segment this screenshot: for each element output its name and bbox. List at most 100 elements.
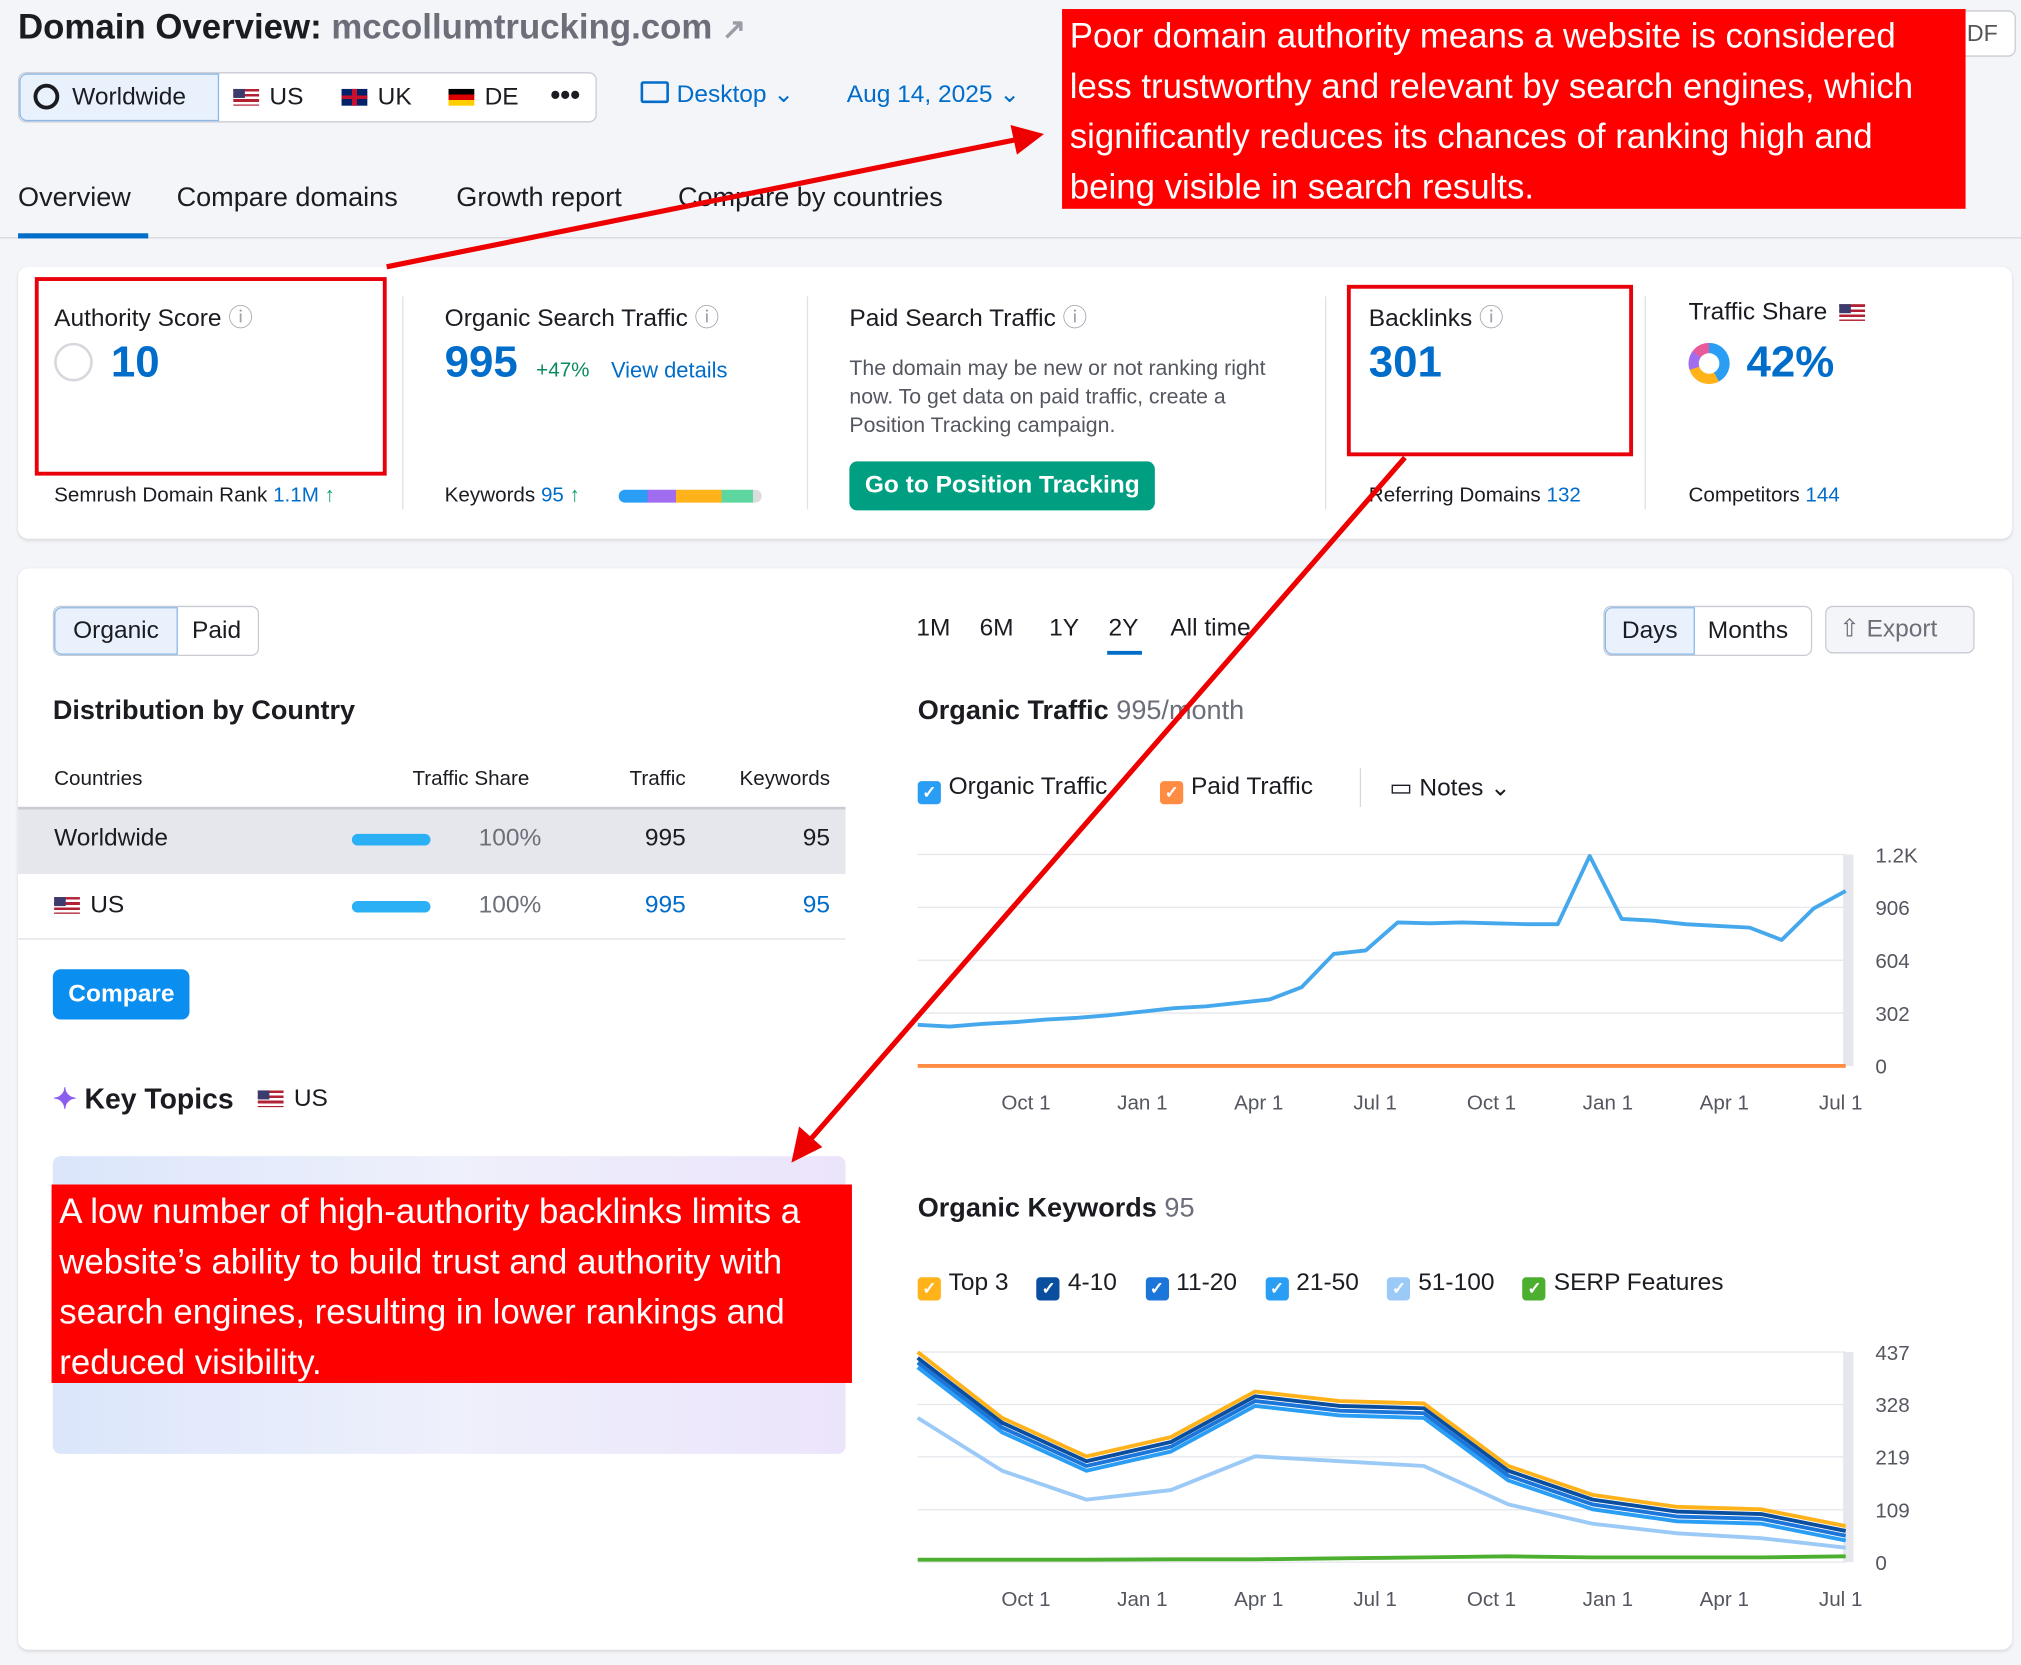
x-tick-label: Jan 1 [1117, 1092, 1167, 1115]
x-tick-label: Jan 1 [1583, 1092, 1633, 1115]
keywords[interactable]: 95 [802, 891, 831, 919]
view-details-link[interactable]: View details [610, 358, 728, 383]
date-select[interactable]: Aug 14, 2025 ⌄ [846, 81, 1020, 109]
tab-uk[interactable]: UK [341, 73, 412, 121]
share: 100% [478, 824, 542, 852]
organic-value[interactable]: 995 [444, 337, 518, 387]
keywords: 95 [802, 824, 831, 852]
country: US [54, 892, 124, 920]
label: Authority Score [54, 305, 222, 333]
checkbox: ✓ [1387, 1277, 1411, 1301]
nav-active-indicator [18, 233, 149, 239]
row-worldwide [18, 806, 846, 874]
column-header: Traffic Share [412, 768, 530, 791]
tab-worldwide[interactable]: Worldwide [19, 73, 220, 122]
x-tick-label: Apr 1 [1700, 1092, 1749, 1115]
value[interactable]: 1.1M [273, 484, 319, 507]
backlinks-value[interactable]: 301 [1368, 337, 1442, 387]
info-icon[interactable]: ⓘ [228, 305, 253, 333]
period-1y[interactable]: 1Y [1049, 614, 1080, 642]
legend-item[interactable]: ✓ Organic Traffic [917, 773, 1107, 805]
checkbox: ✓ [1145, 1277, 1169, 1301]
info-icon[interactable]: ⓘ [1479, 305, 1504, 333]
nav-compare-domains[interactable]: Compare domains [176, 183, 398, 213]
paid-label: Paid Search Traffic ⓘ [849, 299, 1087, 334]
arrowhead [791, 1126, 823, 1163]
legend-item[interactable]: ✓ Paid Traffic [1160, 773, 1313, 805]
nav-growth-report[interactable]: Growth report [456, 183, 622, 213]
traffic[interactable]: 995 [644, 891, 686, 919]
organic-paid-toggle: Organic Paid [52, 605, 260, 657]
referring-domains: Referring Domains 132 [1369, 485, 1581, 508]
toggle-paid[interactable]: Paid [192, 617, 242, 645]
label: Semrush Domain Rank [54, 484, 268, 507]
annotation: Poor domain authority means a website is… [1062, 9, 1966, 209]
label: Paid Search Traffic [849, 305, 1056, 333]
checkbox: ✓ [1522, 1277, 1547, 1301]
flag [233, 88, 260, 106]
external-link-icon[interactable]: ↗ [722, 12, 746, 46]
title: Organic Traffic [917, 696, 1109, 726]
legend-item[interactable]: ✓ 4-10 [1036, 1270, 1117, 1301]
annotation: A low number of high-authority backlinks… [51, 1184, 852, 1383]
checkbox: ✓ [1036, 1277, 1061, 1301]
x-tick-label: Jul 1 [1353, 1588, 1397, 1611]
arrow [386, 136, 1019, 270]
plot-edge [1843, 854, 1854, 1066]
series-line [917, 854, 1847, 1029]
info-icon[interactable]: ⓘ [1062, 305, 1088, 333]
period-1m[interactable]: 1M [916, 614, 951, 642]
toggle-organic[interactable]: Organic [54, 607, 178, 655]
legend-item[interactable]: ✓ Top 3 [917, 1269, 1009, 1301]
domain[interactable]: mccollumtrucking.com [331, 7, 713, 47]
traffic-chart: 0 302 604 906 1.2K Oct 1 Jan 1 Apr 1 Jul 1 Oct 1 J… [917, 844, 1918, 1115]
more-button[interactable]: ••• [550, 78, 581, 111]
legend-label: 21-50 [1296, 1269, 1359, 1297]
traffic-share-value: 42% [1746, 337, 1835, 387]
days[interactable]: Days [1604, 607, 1695, 655]
value[interactable]: 95 [540, 484, 564, 507]
highlight-box [1346, 284, 1634, 457]
organic-label: Organic Search Traffic ⓘ [445, 299, 720, 334]
export-button[interactable]: ⇧ Export [1825, 605, 1975, 654]
authority-value: 10 [110, 337, 160, 387]
value[interactable]: 144 [1805, 484, 1840, 507]
monitor-icon [640, 81, 669, 104]
x-tick-label: Apr 1 [1700, 1588, 1749, 1611]
months[interactable]: Months [1707, 617, 1789, 645]
y-tick-label: 0 [1875, 1056, 1886, 1079]
info-icon[interactable]: ⓘ [694, 305, 720, 333]
x-tick-label: Jan 1 [1583, 1588, 1633, 1611]
notes-button[interactable]: ▭ Notes ⌄ [1389, 774, 1511, 802]
period-all[interactable]: All time [1170, 614, 1251, 642]
legend-item[interactable]: ✓ 11-20 [1145, 1270, 1237, 1301]
legend-item[interactable]: ✓ 51-100 [1387, 1270, 1494, 1301]
organic-change: +47% [536, 359, 590, 382]
value[interactable]: 132 [1546, 484, 1581, 507]
globe-icon [33, 83, 60, 110]
legend-item[interactable]: ✓ SERP Features [1522, 1269, 1724, 1301]
label: Notes [1419, 774, 1484, 802]
nav-overview[interactable]: Overview [18, 183, 131, 213]
authority-gauge [54, 342, 93, 382]
tab-us[interactable]: US [233, 73, 303, 121]
legend-item[interactable]: ✓ 21-50 [1265, 1269, 1359, 1301]
period-6m[interactable]: 6M [979, 614, 1014, 642]
position-tracking-button[interactable]: Go to Position Tracking [849, 461, 1156, 511]
tab-label: DE [484, 83, 519, 111]
tab-de[interactable]: DE [448, 73, 519, 121]
device-select[interactable]: Desktop ⌄ [640, 80, 794, 110]
legend-label: SERP Features [1553, 1269, 1724, 1297]
label: Organic Search Traffic [444, 305, 688, 333]
competitors: Competitors 144 [1688, 485, 1839, 508]
x-tick-label: Oct 1 [1467, 1588, 1516, 1611]
distribution-title: Distribution by Country [52, 696, 356, 726]
legend-label: Top 3 [948, 1269, 1009, 1297]
key-topics-title: ✦ Key Topics [53, 1083, 234, 1117]
compare-button[interactable]: Compare [52, 969, 190, 1020]
keyword-distribution-bar [618, 489, 762, 503]
database-tabs: Worldwide US UK DE ••• [18, 72, 597, 123]
domain-rank: Semrush Domain Rank 1.1M ↑ [54, 485, 335, 508]
period-2y[interactable]: 2Y [1108, 614, 1139, 642]
